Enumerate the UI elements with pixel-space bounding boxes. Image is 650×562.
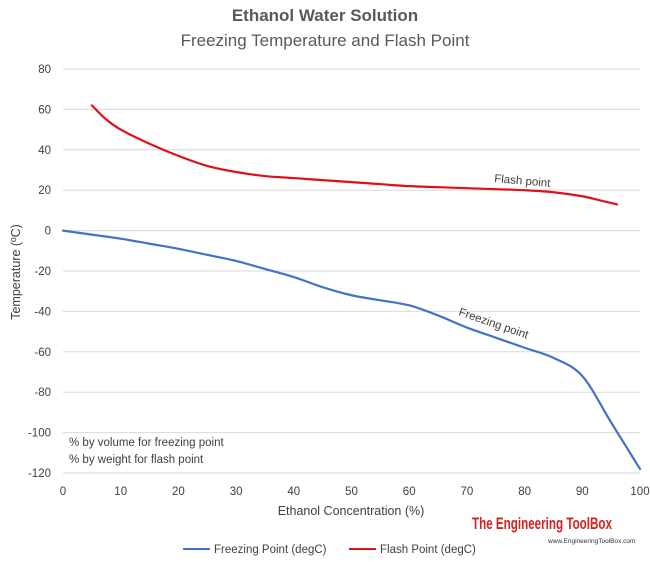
y-tick-label: -40 (34, 306, 51, 318)
annotation-weight: % by weight for flash point (69, 454, 204, 466)
y-axis-ticks: 80 60 40 20 0 -20 -40 -60 -80 -100 -120 (28, 64, 51, 480)
x-tick-label: 30 (230, 486, 243, 498)
x-tick-label: 60 (403, 486, 416, 498)
y-tick-label: -120 (28, 468, 51, 480)
flash-point-line (90, 104, 619, 206)
y-tick-label: 60 (38, 104, 51, 116)
series-lines (61, 104, 642, 471)
x-axis-ticks: 0 10 20 30 40 50 60 70 80 90 100 (60, 486, 650, 498)
x-tick-label: 20 (172, 486, 185, 498)
legend-label-freezing: Freezing Point (degC) (214, 544, 327, 556)
freezing-point-line (61, 229, 642, 471)
y-tick-label: 80 (38, 64, 51, 76)
brand-url: www.EngineeringToolBox.com (547, 538, 635, 545)
y-axis-title: Temperature (ºC) (9, 224, 23, 320)
y-tick-label: -100 (28, 428, 51, 440)
x-tick-label: 100 (630, 486, 649, 498)
x-tick-label: 0 (60, 486, 66, 498)
y-tick-label: -80 (34, 387, 51, 399)
x-axis-title: Ethanol Concentration (%) (278, 504, 425, 518)
x-tick-label: 70 (461, 486, 474, 498)
legend: Freezing Point (degC) Flash Point (degC) (183, 544, 476, 556)
brand-logo: The Engineering ToolBox www.EngineeringT… (472, 514, 635, 545)
flash-point-label: Flash point (494, 173, 552, 190)
y-tick-label: 40 (38, 145, 51, 157)
y-tick-label: -60 (34, 347, 51, 359)
y-tick-label: 20 (38, 185, 51, 197)
x-tick-label: 90 (576, 486, 589, 498)
legend-label-flash: Flash Point (degC) (380, 544, 476, 556)
x-tick-label: 80 (518, 486, 531, 498)
gridlines (63, 68, 640, 474)
chart-title: Ethanol Water Solution (232, 6, 418, 25)
y-tick-label: 0 (45, 226, 51, 238)
annotation-volume: % by volume for freezing point (69, 437, 224, 449)
x-tick-label: 50 (345, 486, 358, 498)
chart-subtitle: Freezing Temperature and Flash Point (181, 31, 470, 50)
brand-name: The Engineering ToolBox (472, 514, 612, 533)
x-tick-label: 40 (287, 486, 300, 498)
x-tick-label: 10 (114, 486, 127, 498)
y-tick-label: -20 (34, 266, 51, 278)
